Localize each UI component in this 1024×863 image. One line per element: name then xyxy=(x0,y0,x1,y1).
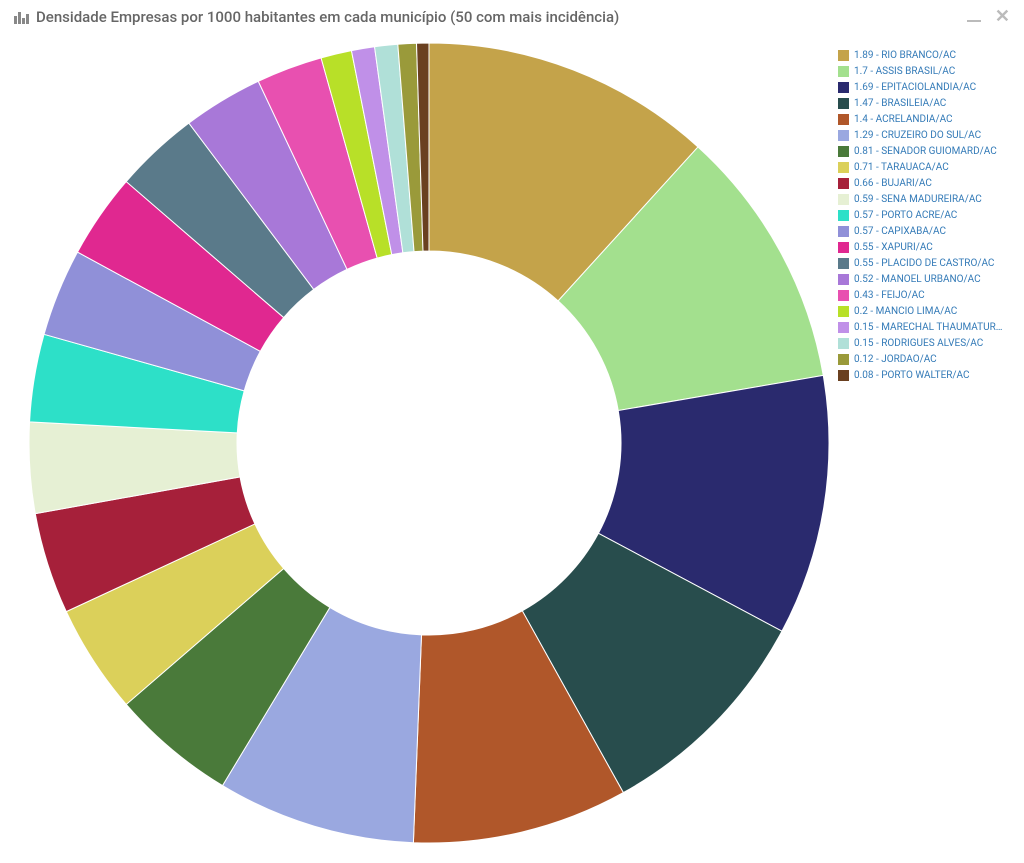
legend-label: 1.4 - ACRELANDIA/AC xyxy=(854,112,953,127)
legend-swatch xyxy=(838,258,849,269)
legend-item[interactable]: 0.57 - CAPIXABA/AC xyxy=(838,224,1008,239)
legend-label: 0.55 - PLACIDO DE CASTRO/AC xyxy=(854,256,994,271)
legend-item[interactable]: 1.47 - BRASILEIA/AC xyxy=(838,96,1008,111)
legend-item[interactable]: 0.55 - XAPURI/AC xyxy=(838,240,1008,255)
chart-panel: Densidade Empresas por 1000 habitantes e… xyxy=(0,0,1024,863)
legend-label: 0.15 - MARECHAL THAUMATURGO/AC xyxy=(854,320,1008,335)
legend-item[interactable]: 1.89 - RIO BRANCO/AC xyxy=(838,48,1008,63)
panel-title: Densidade Empresas por 1000 habitantes e… xyxy=(36,8,619,26)
legend-item[interactable]: 0.15 - RODRIGUES ALVES/AC xyxy=(838,336,1008,351)
legend-swatch xyxy=(838,178,849,189)
minimize-button[interactable] xyxy=(967,8,981,26)
legend-swatch xyxy=(838,66,849,77)
legend-label: 0.57 - CAPIXABA/AC xyxy=(854,224,946,239)
legend-item[interactable]: 1.4 - ACRELANDIA/AC xyxy=(838,112,1008,127)
legend-label: 0.66 - BUJARI/AC xyxy=(854,176,932,191)
legend-swatch xyxy=(838,210,849,221)
legend: 1.89 - RIO BRANCO/AC1.7 - ASSIS BRASIL/A… xyxy=(838,48,1008,384)
legend-swatch xyxy=(838,194,849,205)
legend-item[interactable]: 1.7 - ASSIS BRASIL/AC xyxy=(838,64,1008,79)
chart-area: 1.89 - RIO BRANCO/AC1.7 - ASSIS BRASIL/A… xyxy=(14,30,1010,850)
legend-label: 1.89 - RIO BRANCO/AC xyxy=(854,48,956,63)
close-button[interactable]: ✕ xyxy=(995,8,1010,26)
legend-swatch xyxy=(838,130,849,141)
legend-label: 1.47 - BRASILEIA/AC xyxy=(854,96,946,111)
legend-swatch xyxy=(838,290,849,301)
legend-swatch xyxy=(838,82,849,93)
minimize-icon xyxy=(967,20,981,22)
legend-swatch xyxy=(838,146,849,157)
legend-label: 0.71 - TARAUACA/AC xyxy=(854,160,949,175)
legend-item[interactable]: 0.12 - JORDAO/AC xyxy=(838,352,1008,367)
legend-swatch xyxy=(838,114,849,125)
legend-label: 1.7 - ASSIS BRASIL/AC xyxy=(854,64,955,79)
legend-swatch xyxy=(838,98,849,109)
bar-chart-icon xyxy=(14,10,30,24)
legend-item[interactable]: 1.69 - EPITACIOLANDIA/AC xyxy=(838,80,1008,95)
legend-swatch xyxy=(838,370,849,381)
legend-item[interactable]: 0.43 - FEIJO/AC xyxy=(838,288,1008,303)
legend-swatch xyxy=(838,306,849,317)
legend-label: 0.55 - XAPURI/AC xyxy=(854,240,933,255)
legend-label: 0.15 - RODRIGUES ALVES/AC xyxy=(854,336,983,351)
legend-item[interactable]: 0.55 - PLACIDO DE CASTRO/AC xyxy=(838,256,1008,271)
legend-label: 0.81 - SENADOR GUIOMARD/AC xyxy=(854,144,997,159)
legend-swatch xyxy=(838,162,849,173)
legend-item[interactable]: 0.81 - SENADOR GUIOMARD/AC xyxy=(838,144,1008,159)
legend-label: 0.59 - SENA MADUREIRA/AC xyxy=(854,192,982,207)
legend-label: 0.57 - PORTO ACRE/AC xyxy=(854,208,957,223)
legend-item[interactable]: 0.08 - PORTO WALTER/AC xyxy=(838,368,1008,383)
legend-item[interactable]: 1.29 - CRUZEIRO DO SUL/AC xyxy=(838,128,1008,143)
legend-item[interactable]: 0.71 - TARAUACA/AC xyxy=(838,160,1008,175)
legend-swatch xyxy=(838,274,849,285)
legend-label: 1.29 - CRUZEIRO DO SUL/AC xyxy=(854,128,981,143)
legend-swatch xyxy=(838,322,849,333)
legend-item[interactable]: 0.57 - PORTO ACRE/AC xyxy=(838,208,1008,223)
panel-header: Densidade Empresas por 1000 habitantes e… xyxy=(14,8,1010,30)
legend-swatch xyxy=(838,354,849,365)
legend-label: 0.52 - MANOEL URBANO/AC xyxy=(854,272,981,287)
legend-label: 0.2 - MANCIO LIMA/AC xyxy=(854,304,957,319)
legend-swatch xyxy=(838,338,849,349)
legend-item[interactable]: 0.52 - MANOEL URBANO/AC xyxy=(838,272,1008,287)
legend-swatch xyxy=(838,242,849,253)
legend-item[interactable]: 0.59 - SENA MADUREIRA/AC xyxy=(838,192,1008,207)
legend-item[interactable]: 0.15 - MARECHAL THAUMATURGO/AC xyxy=(838,320,1008,335)
legend-label: 1.69 - EPITACIOLANDIA/AC xyxy=(854,80,976,95)
panel-title-wrap: Densidade Empresas por 1000 habitantes e… xyxy=(14,8,619,26)
legend-label: 0.08 - PORTO WALTER/AC xyxy=(854,368,970,383)
legend-label: 0.12 - JORDAO/AC xyxy=(854,352,937,367)
legend-item[interactable]: 0.66 - BUJARI/AC xyxy=(838,176,1008,191)
legend-label: 0.43 - FEIJO/AC xyxy=(854,288,925,303)
legend-item[interactable]: 0.2 - MANCIO LIMA/AC xyxy=(838,304,1008,319)
legend-swatch xyxy=(838,50,849,61)
legend-swatch xyxy=(838,226,849,237)
panel-controls: ✕ xyxy=(967,8,1010,26)
donut-chart xyxy=(24,38,834,848)
